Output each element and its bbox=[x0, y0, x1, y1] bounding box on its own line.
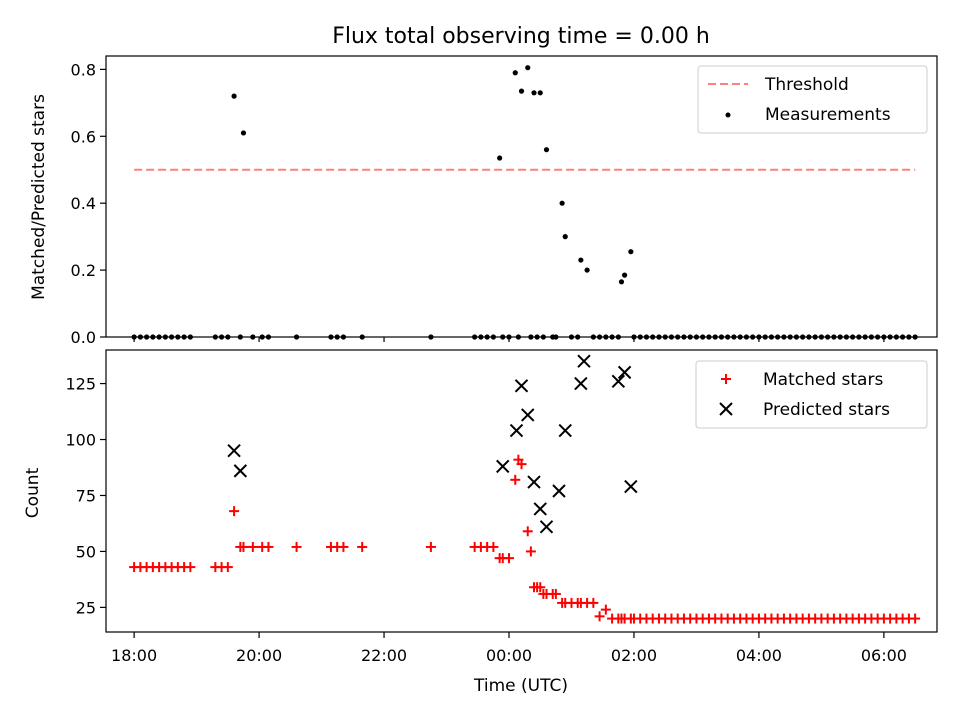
matched-star-point bbox=[291, 541, 302, 552]
matched-star-point bbox=[357, 541, 368, 552]
matched-star-point bbox=[522, 526, 533, 537]
top-legend-frame bbox=[697, 65, 928, 134]
measurement-point bbox=[518, 88, 525, 94]
top-y-tick-label: 0.4 bbox=[71, 194, 96, 213]
legend-predicted-swatch bbox=[719, 402, 733, 416]
measurement-point bbox=[584, 267, 590, 273]
predicted-star-point bbox=[574, 376, 588, 391]
matched-star-point bbox=[516, 459, 527, 470]
matched-star-point bbox=[263, 541, 274, 552]
matched-star-point bbox=[338, 541, 349, 552]
predicted-star-point bbox=[521, 408, 535, 422]
predicted-star-point bbox=[496, 459, 510, 474]
matched-star-point bbox=[510, 474, 521, 485]
x-axis-label: Time (UTC) bbox=[473, 676, 568, 696]
predicted-star-point bbox=[617, 365, 632, 380]
measurement-point bbox=[543, 147, 550, 153]
bottom-x-tick-label: 18:00 bbox=[111, 646, 157, 665]
bottom-y-tick-label: 25 bbox=[76, 598, 96, 617]
legend-measurements-label: Measurements bbox=[765, 105, 891, 125]
measurement-point bbox=[618, 279, 625, 285]
predicted-star-point bbox=[233, 464, 248, 478]
flux-ratio-panel: Flux total observing time = 0.00 h Match… bbox=[29, 24, 938, 347]
matched-star-point bbox=[247, 541, 258, 552]
legend-measurements-swatch bbox=[725, 112, 731, 118]
matched-star-point bbox=[550, 588, 561, 599]
legend-threshold-label: Threshold bbox=[764, 75, 849, 95]
measurement-point bbox=[525, 65, 531, 71]
bottom-x-tick-label: 02:00 bbox=[611, 646, 657, 665]
predicted-star-point bbox=[509, 423, 524, 438]
predicted-star-point bbox=[558, 423, 572, 438]
matched-star-point bbox=[588, 597, 599, 608]
matched-star-point bbox=[594, 611, 605, 622]
top-axes-frame bbox=[105, 55, 938, 338]
top-y-tick-label: 0.8 bbox=[71, 60, 96, 79]
star-count-panel: Count Time (UTC) 25 50 75 100 125 18:00 20:00… bbox=[23, 349, 938, 696]
measurement-point bbox=[537, 90, 543, 96]
matched-star-point bbox=[535, 582, 546, 593]
legend-matched-swatch bbox=[721, 374, 731, 384]
matched-star-point bbox=[488, 541, 499, 552]
legend-matched-label: Matched stars bbox=[763, 370, 883, 390]
measurement-point bbox=[497, 155, 503, 161]
matched-star-point bbox=[910, 613, 921, 624]
predicted-star-point bbox=[552, 484, 566, 498]
top-y-axis-label: Matched/Predicted stars bbox=[29, 94, 49, 300]
bottom-axes-frame bbox=[105, 349, 938, 633]
measurement-point bbox=[231, 93, 237, 99]
measurement-point bbox=[512, 70, 518, 76]
legend-predicted-label: Predicted stars bbox=[763, 400, 890, 420]
predicted-star-point bbox=[539, 520, 554, 534]
measurement-point bbox=[562, 234, 568, 240]
measurement-point bbox=[531, 90, 537, 96]
predicted-star-point bbox=[611, 374, 626, 389]
predicted-star-point bbox=[577, 354, 591, 368]
predicted-star-point bbox=[514, 379, 529, 393]
matched-star-point bbox=[600, 604, 611, 615]
matched-star-point bbox=[525, 546, 536, 557]
measurement-point bbox=[621, 272, 628, 278]
top-y-tick-label: 0.0 bbox=[71, 328, 96, 347]
measurement-point bbox=[578, 257, 584, 263]
matched-star-point bbox=[229, 506, 240, 517]
bottom-y-axis-label: Count bbox=[23, 467, 43, 518]
predicted-star-point bbox=[533, 502, 547, 516]
matched-star-point bbox=[425, 541, 436, 552]
top-y-tick-label: 0.2 bbox=[71, 261, 96, 280]
bottom-x-tick-label: 20:00 bbox=[236, 646, 282, 665]
bottom-x-tick-label: 22:00 bbox=[361, 646, 407, 665]
bottom-y-tick-label: 100 bbox=[65, 431, 96, 450]
bottom-x-tick-label: 00:00 bbox=[486, 646, 532, 665]
top-legend: Threshold Measurements bbox=[697, 65, 928, 134]
bottom-legend: Matched stars Predicted stars bbox=[695, 360, 928, 429]
measurement-point bbox=[559, 200, 565, 206]
top-y-tick-label: 0.6 bbox=[71, 127, 96, 146]
bottom-x-tick-label: 04:00 bbox=[736, 646, 782, 665]
bottom-y-tick-label: 125 bbox=[65, 375, 96, 394]
predicted-star-point bbox=[624, 479, 638, 494]
bottom-legend-frame bbox=[695, 360, 928, 429]
matched-star-point bbox=[185, 562, 196, 573]
predicted-star-point bbox=[227, 444, 241, 458]
matched-star-point bbox=[238, 541, 249, 552]
bottom-x-tick-label: 06:00 bbox=[861, 646, 907, 665]
matched-star-point bbox=[222, 562, 233, 573]
predicted-star-point bbox=[527, 475, 541, 489]
chart-title: Flux total observing time = 0.00 h bbox=[332, 24, 710, 49]
bottom-y-tick-label: 75 bbox=[76, 486, 96, 505]
bottom-y-tick-label: 50 bbox=[76, 542, 96, 561]
measurement-point bbox=[628, 249, 634, 255]
measurement-point bbox=[240, 130, 247, 136]
matched-star-point bbox=[504, 553, 515, 564]
